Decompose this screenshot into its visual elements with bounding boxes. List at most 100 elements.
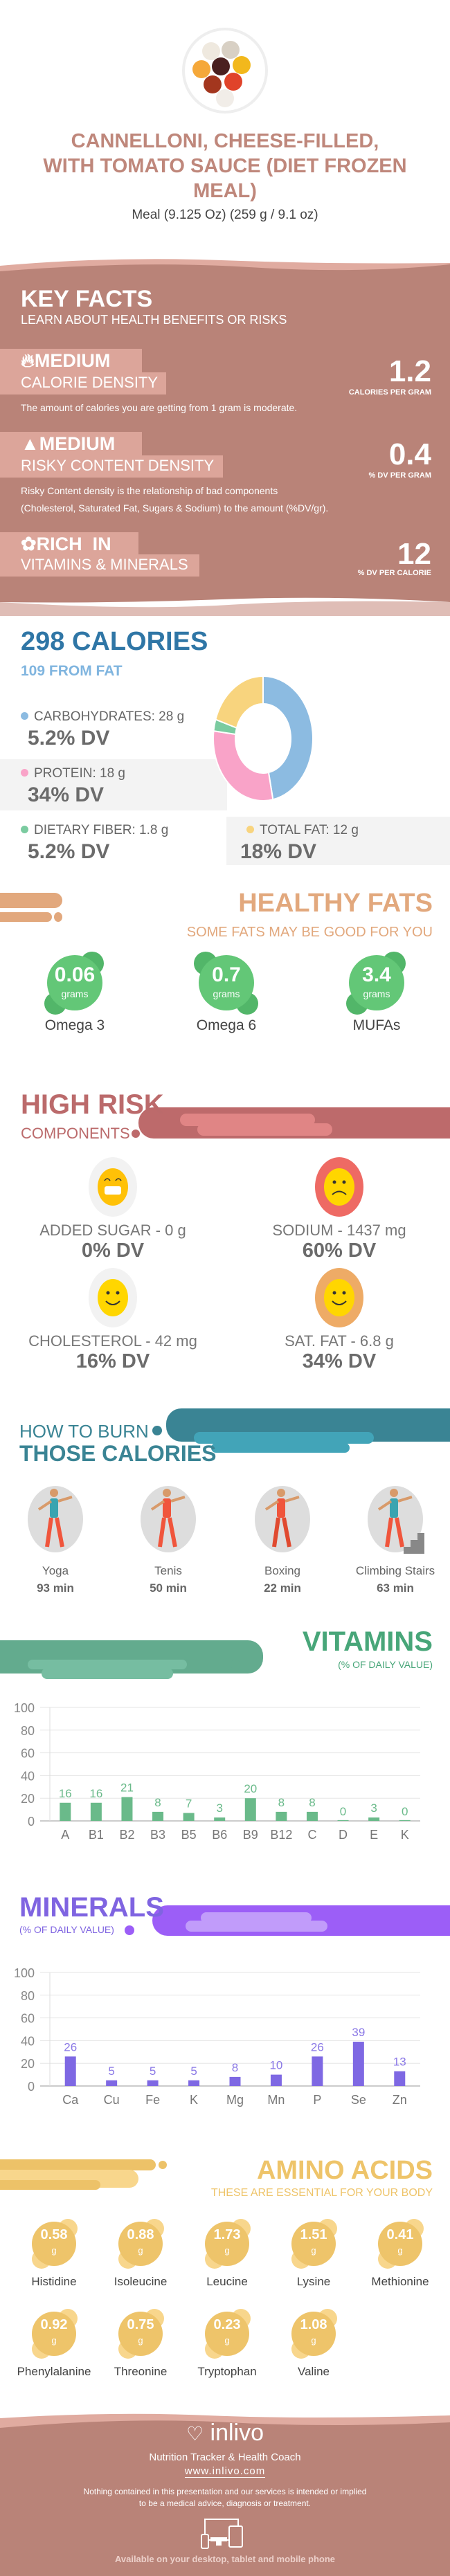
smile-face-icon bbox=[315, 1268, 363, 1327]
smile-face-icon bbox=[89, 1268, 137, 1327]
bar-B9 bbox=[244, 1798, 256, 1821]
amino-unit: g bbox=[138, 2335, 143, 2346]
data-label: 5 bbox=[150, 2065, 156, 2078]
footer-background bbox=[0, 2413, 450, 2576]
data-label: 20 bbox=[244, 1782, 257, 1795]
macro-fiber-dv: 5.2% DV bbox=[28, 840, 110, 863]
fat-label: MUFAs bbox=[352, 1017, 401, 1033]
calorie-density-value: 1.2 bbox=[388, 354, 431, 388]
activity-time: 93 min bbox=[37, 1581, 74, 1595]
amino-unit: g bbox=[51, 2245, 57, 2256]
activity-time: 63 min bbox=[377, 1581, 414, 1595]
fat-label: Omega 6 bbox=[196, 1017, 257, 1033]
y-tick-label: 60 bbox=[21, 1747, 35, 1761]
bar-Zn bbox=[394, 2071, 406, 2086]
amino-bubble: 1.08 g bbox=[286, 2306, 341, 2361]
bubble-icon bbox=[118, 2309, 164, 2359]
high-risk-subtitle: COMPONENTS bbox=[21, 1125, 130, 1142]
x-tick-label: B12 bbox=[270, 1828, 292, 1842]
bubble-icon bbox=[32, 2309, 78, 2359]
data-label: 8 bbox=[278, 1796, 285, 1809]
amino-value: 0.88 bbox=[127, 2227, 154, 2242]
risk-dv: 16% DV bbox=[75, 1350, 150, 1372]
amino-value: 0.23 bbox=[213, 2317, 241, 2332]
x-tick-label: B2 bbox=[119, 1828, 134, 1842]
bar-B2 bbox=[121, 1797, 133, 1821]
leaf-icon: ✿ bbox=[21, 534, 37, 554]
fat-bubble: 0.7 grams bbox=[192, 948, 261, 1017]
minerals-title: MINERALS bbox=[19, 1892, 164, 1923]
risky-density-unit: % DV PER GRAM bbox=[368, 471, 431, 480]
data-label: 10 bbox=[269, 2059, 282, 2072]
fat-unit: grams bbox=[61, 988, 89, 999]
x-tick-label: A bbox=[61, 1828, 69, 1842]
bar-Fe bbox=[147, 2080, 159, 2086]
macro-protein-dv: 34% DV bbox=[28, 783, 105, 806]
fat-unit: grams bbox=[363, 988, 390, 999]
amino-label: Valine bbox=[298, 2365, 330, 2378]
rich-in-unit: % DV PER CALORIE bbox=[357, 569, 431, 577]
y-tick-label: 100 bbox=[14, 1966, 35, 1980]
sauce-bowls-icon bbox=[192, 41, 251, 107]
risky-density-value: 0.4 bbox=[388, 437, 431, 471]
calorie-density-desc: The amount of calories you are getting f… bbox=[21, 402, 298, 413]
amino-bubble: 0.23 g bbox=[199, 2306, 255, 2361]
risk-label: ADDED SUGAR - 0 g bbox=[39, 1222, 186, 1239]
bar-Mg bbox=[229, 2076, 241, 2086]
risky-density-desc-2: (Cholesterol, Saturated Fat, Sugars & So… bbox=[21, 502, 329, 514]
data-label: 16 bbox=[89, 1787, 102, 1800]
vitamins-title: VITAMINS bbox=[302, 1626, 433, 1657]
data-label: 7 bbox=[186, 1797, 192, 1811]
amino-title: AMINO ACIDS bbox=[256, 2156, 433, 2185]
risk-dv: 34% DV bbox=[302, 1350, 377, 1372]
warning-icon: ▲ bbox=[21, 433, 39, 454]
high-risk-title: HIGH RISK bbox=[21, 1089, 164, 1120]
amino-unit: g bbox=[224, 2245, 230, 2256]
data-label: 8 bbox=[309, 1796, 315, 1809]
risk-label: SAT. FAT - 6.8 g bbox=[285, 1332, 394, 1350]
amino-label: Lysine bbox=[296, 2275, 331, 2288]
vitamins-bar-chart: 02040608010016A16B121B28B37B53B620B98B12… bbox=[14, 1701, 420, 1842]
activity-time: 50 min bbox=[150, 1581, 187, 1595]
x-tick-label: Cu bbox=[104, 2093, 120, 2107]
y-tick-label: 0 bbox=[28, 2080, 35, 2094]
amino-label: Methionine bbox=[371, 2275, 429, 2288]
fat-value: 0.06 bbox=[54, 963, 96, 986]
x-tick-label: Se bbox=[351, 2093, 366, 2107]
bar-B3 bbox=[152, 1811, 164, 1821]
amino-unit: g bbox=[138, 2245, 143, 2256]
x-tick-label: Mg bbox=[226, 2093, 244, 2107]
title-line: MEAL) bbox=[193, 180, 257, 202]
amino-bubble: 0.92 g bbox=[26, 2306, 82, 2361]
bubble-icon bbox=[346, 952, 406, 1015]
risky-density-label: RISKY CONTENT DENSITY bbox=[21, 457, 215, 474]
inlivo-logo: ♡ inlivo bbox=[186, 2420, 264, 2446]
bar-A bbox=[60, 1802, 71, 1821]
y-tick-label: 80 bbox=[21, 1989, 35, 2003]
macro-carbs-label: CARBOHYDRATES: 28 g bbox=[21, 709, 184, 725]
amino-unit: g bbox=[311, 2245, 316, 2256]
bubble-icon bbox=[194, 952, 258, 1015]
serving-size: Meal (9.125 Oz) (259 g / 9.1 oz) bbox=[132, 208, 318, 222]
tennis-icon bbox=[141, 1486, 196, 1552]
bar-D bbox=[337, 1820, 349, 1821]
macro-fiber-label: DIETARY FIBER: 1.8 g bbox=[21, 823, 168, 838]
amino-bubble: 0.41 g bbox=[372, 2216, 428, 2271]
climbing-stairs-icon bbox=[368, 1486, 424, 1554]
risk-label: SODIUM - 1437 mg bbox=[272, 1222, 406, 1239]
amino-value: 1.08 bbox=[300, 2317, 327, 2332]
food-image bbox=[182, 28, 268, 114]
y-tick-label: 100 bbox=[14, 1701, 35, 1715]
risky-density-level: ▲MEDIUM bbox=[21, 433, 116, 454]
footer-url-link[interactable]: www.inlivo.com bbox=[184, 2465, 266, 2478]
macro-fat-label: TOTAL FAT: 12 g bbox=[246, 823, 359, 838]
amino-bubble: 0.88 g bbox=[113, 2216, 168, 2271]
activity-label: Yoga bbox=[42, 1564, 69, 1577]
bar-B5 bbox=[183, 1813, 195, 1821]
x-tick-label: P bbox=[313, 2093, 321, 2107]
boxing-icon bbox=[255, 1486, 310, 1552]
fat-value: 0.7 bbox=[212, 963, 241, 986]
y-tick-label: 20 bbox=[21, 1792, 35, 1806]
data-label: 3 bbox=[216, 1802, 222, 1815]
y-tick-label: 20 bbox=[21, 2057, 35, 2071]
